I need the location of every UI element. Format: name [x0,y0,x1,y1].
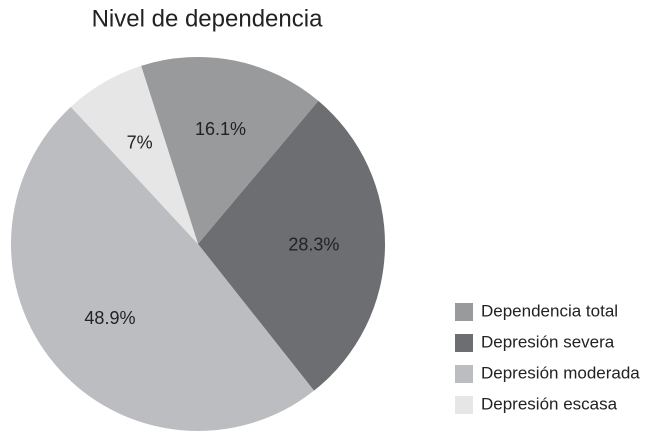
legend-label: Depresión severa [481,332,615,351]
data-label: 16.1% [195,119,246,139]
legend-label: Depresión moderada [481,363,640,382]
legend-label: Dependencia total [481,301,618,320]
pie-slice [141,57,319,245]
pie-slice [70,65,198,245]
legend-label: Depresión escasa [481,394,618,413]
data-label: 48.9% [84,308,135,328]
data-label: 7% [127,133,153,153]
pie-slice [198,100,385,391]
legend-swatch [455,396,473,414]
chart-title: Nivel de dependencia [92,5,323,32]
legend-swatch [455,303,473,321]
pie-slice [10,106,314,432]
legend-swatch [455,334,473,352]
data-label: 28.3% [288,235,339,255]
legend-swatch [455,365,473,383]
